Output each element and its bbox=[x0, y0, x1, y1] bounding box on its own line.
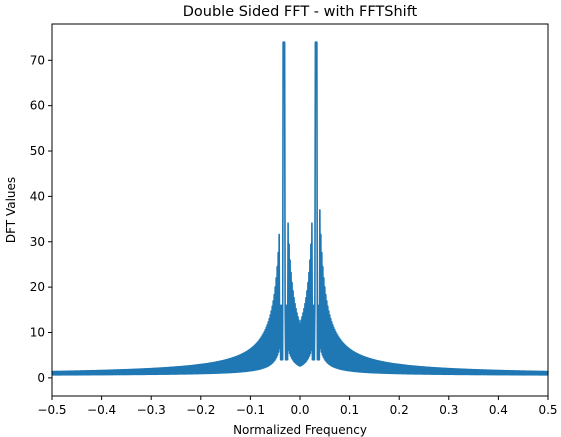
x-tick-label: −0.3 bbox=[137, 403, 166, 417]
fft-spectrum-line bbox=[51, 41, 549, 376]
y-tick-label: 20 bbox=[30, 280, 45, 294]
x-tick-label: 0.4 bbox=[489, 403, 508, 417]
x-tick-label: −0.4 bbox=[87, 403, 116, 417]
x-tick-label: −0.2 bbox=[186, 403, 215, 417]
x-axis-label: Normalized Frequency bbox=[233, 423, 367, 437]
x-tick-label: 0.3 bbox=[439, 403, 458, 417]
x-tick-label: −0.5 bbox=[37, 403, 66, 417]
chart-title: Double Sided FFT - with FFTShift bbox=[183, 4, 418, 20]
y-axis-ticks: 0 10 20 30 40 50 60 70 bbox=[30, 53, 52, 385]
y-tick-label: 60 bbox=[30, 99, 45, 113]
x-tick-label: 0.0 bbox=[290, 403, 309, 417]
x-tick-label: 0.1 bbox=[340, 403, 359, 417]
y-tick-label: 40 bbox=[30, 189, 45, 203]
y-tick-label: 30 bbox=[30, 235, 45, 249]
x-tick-label: 0.5 bbox=[538, 403, 557, 417]
x-tick-label: −0.1 bbox=[236, 403, 265, 417]
series-layer bbox=[51, 41, 549, 376]
x-axis-ticks: −0.5 −0.4 −0.3 −0.2 −0.1 0.0 0.1 0.2 0.3 0.4 0.5 bbox=[37, 396, 558, 417]
x-tick-label: 0.2 bbox=[390, 403, 409, 417]
y-axis-label: DFT Values bbox=[4, 177, 18, 243]
y-tick-label: 50 bbox=[30, 144, 45, 158]
y-tick-label: 10 bbox=[30, 325, 45, 339]
y-tick-label: 70 bbox=[30, 53, 45, 67]
plot-area bbox=[51, 23, 549, 397]
y-tick-label: 0 bbox=[37, 371, 45, 385]
